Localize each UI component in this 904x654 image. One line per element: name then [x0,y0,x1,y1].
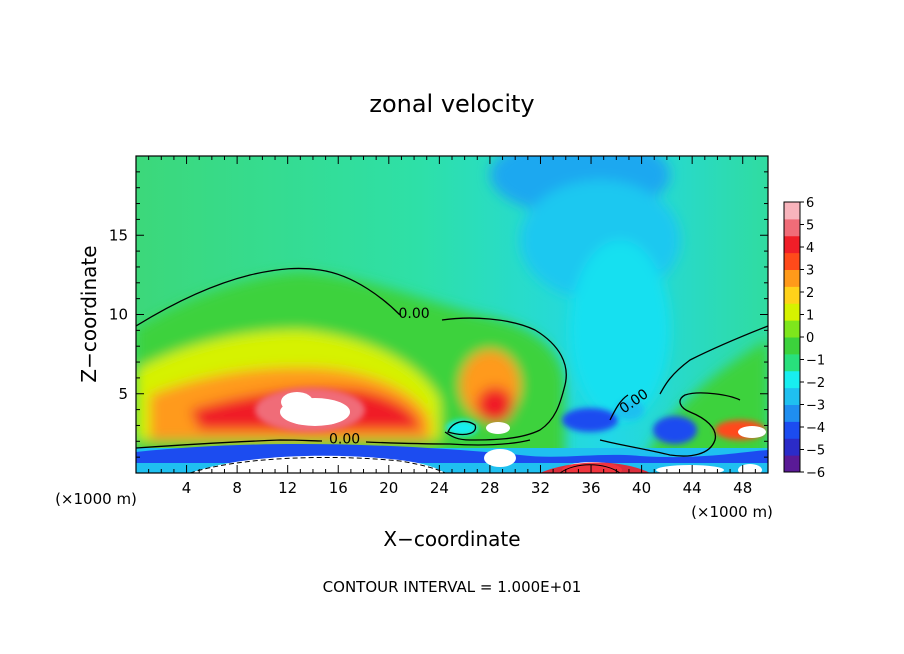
y-tick-label: 5 [118,385,128,403]
x-tick-label: 36 [581,479,600,497]
negative-contour-dashed [189,456,446,473]
x-unit-label-left: (×1000 m) [55,490,137,508]
colorbar-swatch [784,337,800,355]
y-tick-label: 10 [109,306,128,324]
chart-title: zonal velocity [369,90,534,118]
colorbar-swatch [784,370,800,389]
colorbar-label: 5 [806,219,814,234]
contour-labels: 0.000.000.00 [329,306,652,447]
colorbar-swatch [784,218,800,237]
colorbar-label: 2 [806,286,814,301]
contour-interval-note: CONTOUR INTERVAL = 1.000E+01 [323,578,582,596]
colorbar-swatch [784,202,800,220]
colorbar-label: 6 [806,196,814,211]
x-unit-label-right: (×1000 m) [691,503,773,521]
x-tick-label: 8 [232,479,242,497]
colorbar-swatch [784,286,800,304]
colorbar [783,201,801,473]
y-axis-ticks: 5 10 15 [109,171,768,458]
colorbar-label: −5 [806,444,825,459]
colorbar-swatch [784,353,800,372]
x-tick-label: 28 [480,479,499,497]
x-tick-label: 20 [379,479,398,497]
colorbar-swatch [784,421,800,439]
colorbar-swatch [784,455,800,473]
colorbar-label: −1 [806,354,825,369]
colorbar-label: −4 [806,421,825,436]
zero-contour-island [447,420,477,436]
contour-label: 0.00 [398,306,429,322]
x-axis-label: X−coordinate [383,527,520,551]
colorbar-labels: 6 5 4 3 2 1 0 −1 −2 −3 −4 −5 −6 [800,196,825,481]
colorbar-label: −6 [806,466,825,481]
colorbar-label: 3 [806,264,814,279]
x-tick-label: 16 [329,479,348,497]
colorbar-label: −2 [806,376,825,391]
colorbar-label: 1 [806,309,814,324]
zero-contours [136,267,768,473]
colorbar-swatch [784,235,800,254]
x-axis-ticks: 4 8 12 16 20 24 28 32 36 40 44 48 [148,156,756,497]
colorbar-label: 0 [806,331,814,346]
zero-contour-lower [136,439,531,449]
zero-contour-upper [136,267,567,441]
x-tick-label: 32 [531,479,550,497]
y-axis-label: Z−coordinate [77,245,101,382]
colorbar-swatch [784,438,800,456]
colorbar-swatch [784,320,800,338]
colorbar-swatch [784,303,800,321]
colorbar-swatch [784,387,800,405]
colorbar-swatch [784,269,800,287]
colorbar-swatch [784,404,800,422]
x-tick-label: 44 [683,479,702,497]
heatmap-field [136,156,768,473]
x-tick-label: 48 [733,479,752,497]
y-tick-label: 15 [109,226,128,244]
positive-contour-small [559,464,621,473]
colorbar-label: −3 [806,399,825,414]
colorbar-label: 4 [806,241,814,256]
x-tick-label: 4 [182,479,192,497]
contour-label: 0.00 [329,431,360,447]
zero-contour-right-lower [599,392,741,457]
zero-contour-right [609,325,768,421]
colorbar-swatch [784,252,800,270]
x-tick-label: 12 [278,479,297,497]
x-tick-label: 24 [430,479,449,497]
x-tick-label: 40 [632,479,651,497]
